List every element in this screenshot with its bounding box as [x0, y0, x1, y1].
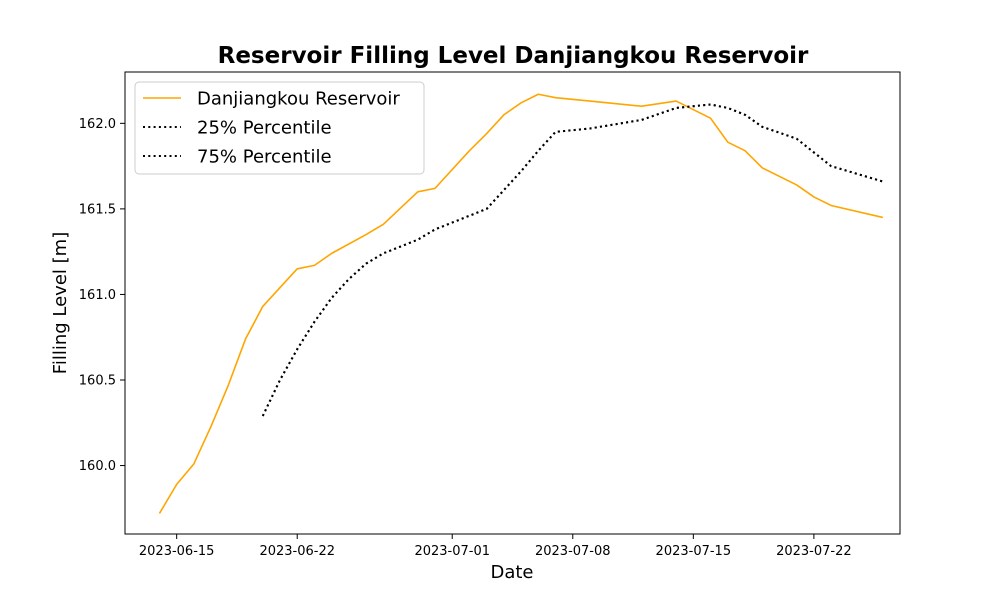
y-axis-label: Filling Level [m] — [50, 232, 71, 374]
y-tick-label: 161.5 — [79, 202, 116, 217]
x-tick-label: 2023-07-15 — [656, 544, 732, 559]
legend-label: Danjiangkou Reservoir — [197, 89, 400, 110]
x-tick-label: 2023-07-08 — [535, 544, 611, 559]
legend: Danjiangkou Reservoir 25% Percentile 75% P… — [134, 81, 425, 175]
x-tick-label: 2023-06-22 — [259, 544, 335, 559]
legend-box — [134, 81, 425, 175]
chart-title: Reservoir Filling Level Danjiangkou Rese… — [218, 43, 809, 69]
series-layer — [158, 93, 884, 514]
x-tick-label: 2023-07-22 — [776, 544, 852, 559]
x-axis: 2023-06-15 2023-06-22 2023-07-01 2023-07-08… — [139, 534, 852, 559]
series-line-danjiangkou-reservoir — [158, 93, 883, 514]
y-tick-label: 161.0 — [79, 288, 116, 303]
y-axis: 160.0 160.5 161.0 161.5 162.0 — [79, 117, 125, 474]
plot-frame — [124, 71, 901, 535]
y-tick-label: 160.5 — [79, 374, 116, 389]
x-tick-label: 2023-06-15 — [139, 544, 215, 559]
y-tick-label: 162.0 — [79, 117, 116, 132]
x-axis-label: Date — [490, 562, 533, 583]
series-line-75-percentile — [261, 103, 884, 417]
x-tick-label: 2023-07-01 — [414, 544, 490, 559]
legend-label: 75% Percentile — [197, 147, 332, 168]
y-tick-label: 160.0 — [79, 459, 116, 474]
legend-label: 25% Percentile — [197, 118, 332, 139]
